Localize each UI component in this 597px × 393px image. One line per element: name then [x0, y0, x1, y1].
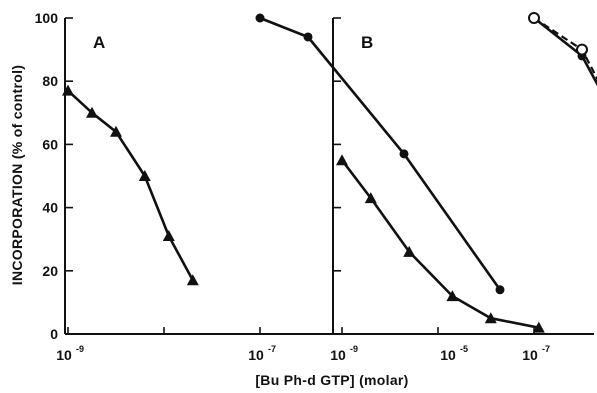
y-tick-label: 20	[42, 263, 58, 279]
series-line-circle-filled	[533, 16, 597, 87]
triangle-marker	[62, 84, 74, 96]
x-tick-exponent: -9	[76, 344, 84, 354]
open-circle-marker	[576, 43, 588, 56]
open-circle-marker	[528, 12, 540, 24]
filled-circle-marker	[255, 13, 265, 23]
series-line-triangle	[340, 159, 540, 329]
filled-circle-marker	[303, 32, 313, 42]
triangle-marker	[532, 321, 545, 333]
x-axis-title: [Bu Ph-d GTP] (molar)	[255, 372, 408, 388]
y-tick-label: 60	[42, 136, 58, 152]
triangle-marker	[484, 312, 497, 324]
triangle-marker	[446, 290, 459, 302]
triangle-marker	[110, 125, 122, 137]
triangle-marker	[403, 245, 416, 257]
y-axis-title: INCORPORATION (% of control)	[9, 65, 25, 285]
triangle-marker	[186, 274, 199, 286]
x-tick-exponent: -5	[460, 344, 468, 354]
triangle-marker	[364, 192, 377, 204]
x-tick-exponent: -7	[542, 344, 550, 354]
x-tick-labels: 10-910-710-510-910-710-5	[56, 344, 550, 363]
triangle-marker	[86, 106, 98, 118]
y-tick-labels: 0 20 40 60 80 100	[35, 10, 59, 342]
filled-circle-marker	[399, 149, 409, 159]
plot-frame	[64, 17, 594, 335]
x-tick-exponent: -7	[268, 344, 276, 354]
series-line-circle-open	[533, 17, 597, 81]
triangle-marker	[336, 154, 348, 166]
series-line-triangle	[67, 89, 194, 281]
x-tick-label: 10	[522, 347, 538, 363]
y-tick-label: 40	[42, 200, 58, 216]
x-tick-label: 10	[248, 347, 264, 363]
panel-a: A	[62, 13, 505, 334]
x-tick-label: 10	[56, 347, 72, 363]
x-tick-label: 10	[330, 347, 346, 363]
x-tick-exponent: -9	[350, 344, 358, 354]
y-tick-label: 0	[50, 326, 58, 342]
series-line-circle-filled	[259, 16, 502, 291]
triangle-marker	[138, 170, 151, 181]
y-tick-label: 80	[42, 73, 58, 89]
filled-circle-marker	[495, 285, 505, 295]
panel-label: B	[361, 33, 373, 52]
y-tick-label: 100	[35, 10, 59, 26]
panel-b: B	[336, 12, 597, 334]
panel-label: A	[93, 33, 105, 52]
triangle-marker	[162, 230, 175, 242]
x-tick-label: 10	[440, 347, 456, 363]
